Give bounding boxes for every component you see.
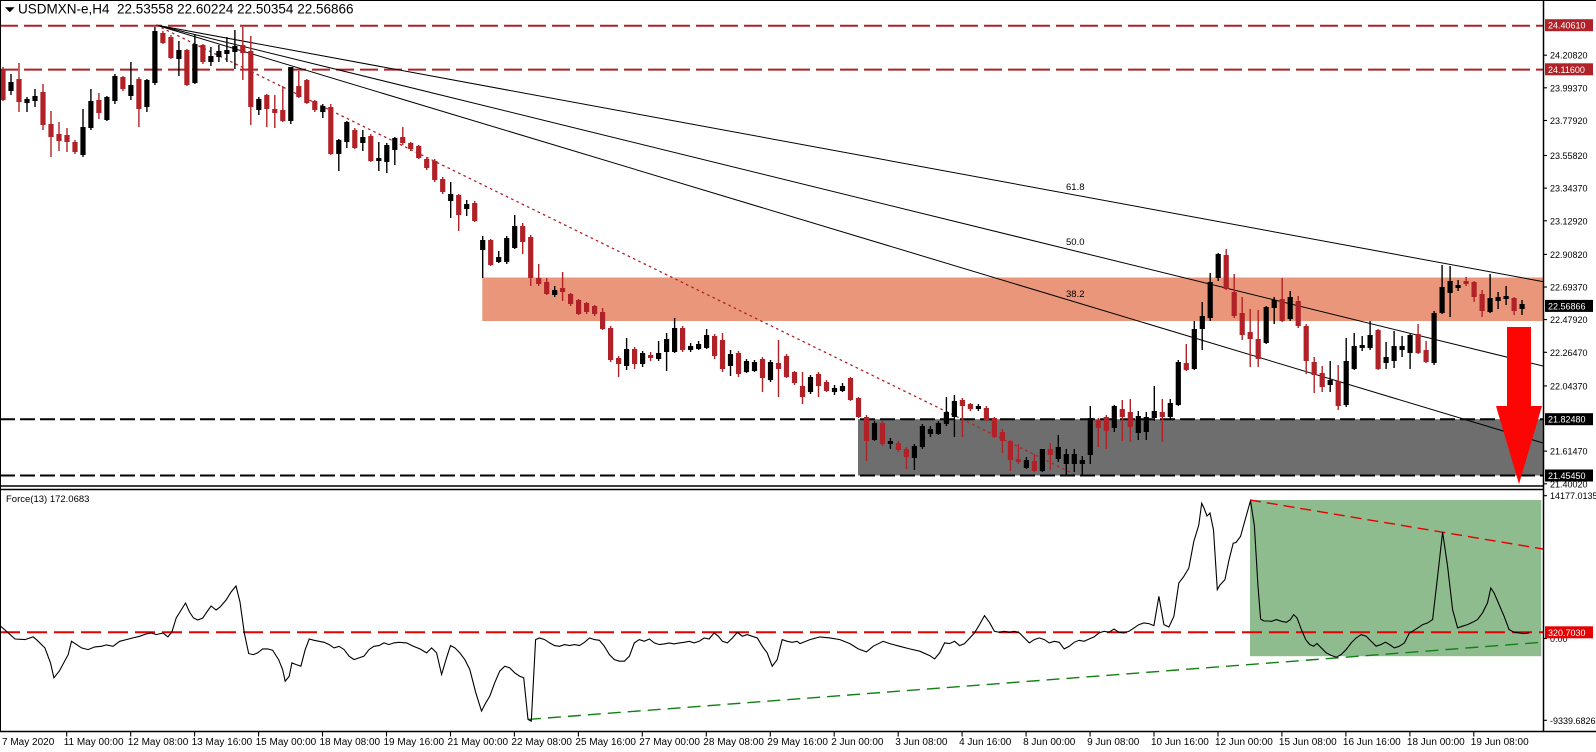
svg-text:23.55820: 23.55820 xyxy=(1550,151,1588,161)
svg-text:Force(13) 172.0683: Force(13) 172.0683 xyxy=(6,494,89,505)
svg-text:15 May 00:00: 15 May 00:00 xyxy=(256,737,317,748)
svg-text:10 Jun 16:00: 10 Jun 16:00 xyxy=(1151,737,1209,748)
svg-text:USDMXN-e,H4 22.53558 22.60224: USDMXN-e,H4 22.53558 22.60224 22.50354 2… xyxy=(18,2,354,17)
svg-text:23.77920: 23.77920 xyxy=(1550,116,1588,126)
svg-text:8 Jun 00:00: 8 Jun 00:00 xyxy=(1023,737,1076,748)
svg-text:19 May 16:00: 19 May 16:00 xyxy=(384,737,445,748)
svg-text:23.34370: 23.34370 xyxy=(1550,184,1588,194)
svg-text:22.47920: 22.47920 xyxy=(1550,315,1588,325)
svg-text:24.20820: 24.20820 xyxy=(1550,51,1588,61)
svg-text:25 May 16:00: 25 May 16:00 xyxy=(575,737,636,748)
svg-text:27 May 00:00: 27 May 00:00 xyxy=(639,737,700,748)
svg-text:18 May 08:00: 18 May 08:00 xyxy=(320,737,381,748)
svg-text:22.04370: 22.04370 xyxy=(1550,381,1588,391)
svg-text:22.69370: 22.69370 xyxy=(1550,283,1588,293)
svg-text:7 May 2020: 7 May 2020 xyxy=(2,737,55,748)
svg-text:320.7030: 320.7030 xyxy=(1548,628,1586,638)
svg-text:12 May 08:00: 12 May 08:00 xyxy=(128,737,189,748)
svg-text:22.56866: 22.56866 xyxy=(1548,301,1586,311)
svg-text:18 Jun 00:00: 18 Jun 00:00 xyxy=(1407,737,1465,748)
svg-text:29 May 16:00: 29 May 16:00 xyxy=(767,737,828,748)
svg-text:22.90820: 22.90820 xyxy=(1550,250,1588,260)
svg-text:4 Jun 16:00: 4 Jun 16:00 xyxy=(959,737,1012,748)
svg-text:21.45450: 21.45450 xyxy=(1548,471,1586,481)
svg-text:61.8: 61.8 xyxy=(1066,182,1085,193)
svg-text:22 May 08:00: 22 May 08:00 xyxy=(511,737,572,748)
svg-text:16 Jun 16:00: 16 Jun 16:00 xyxy=(1343,737,1401,748)
svg-text:2 Jun 00:00: 2 Jun 00:00 xyxy=(831,737,884,748)
svg-text:28 May 08:00: 28 May 08:00 xyxy=(703,737,764,748)
svg-text:11 May 00:00: 11 May 00:00 xyxy=(64,737,124,748)
svg-text:3 Jun 08:00: 3 Jun 08:00 xyxy=(895,737,948,748)
svg-text:24.11600: 24.11600 xyxy=(1548,65,1585,75)
svg-text:21 May 00:00: 21 May 00:00 xyxy=(448,737,509,748)
svg-text:23.99370: 23.99370 xyxy=(1550,83,1588,93)
svg-text:50.0: 50.0 xyxy=(1066,237,1085,248)
svg-text:23.12920: 23.12920 xyxy=(1550,216,1588,226)
svg-text:12 Jun 00:00: 12 Jun 00:00 xyxy=(1215,737,1273,748)
svg-text:19 Jun 08:00: 19 Jun 08:00 xyxy=(1471,737,1529,748)
svg-text:24.40610: 24.40610 xyxy=(1548,21,1586,31)
svg-text:21.40020: 21.40020 xyxy=(1550,479,1588,489)
svg-text:9 Jun 08:00: 9 Jun 08:00 xyxy=(1087,737,1140,748)
svg-text:0.00: 0.00 xyxy=(1550,634,1568,644)
svg-text:13 May 16:00: 13 May 16:00 xyxy=(192,737,253,748)
svg-text:21.61470: 21.61470 xyxy=(1550,447,1588,457)
svg-text:21.82480: 21.82480 xyxy=(1548,415,1586,425)
svg-text:22.26470: 22.26470 xyxy=(1550,348,1588,358)
svg-text:-9339.6826: -9339.6826 xyxy=(1550,716,1596,726)
svg-text:15 Jun 08:00: 15 Jun 08:00 xyxy=(1279,737,1337,748)
svg-text:38.2: 38.2 xyxy=(1066,289,1085,300)
svg-text:14177.0135: 14177.0135 xyxy=(1550,491,1596,501)
